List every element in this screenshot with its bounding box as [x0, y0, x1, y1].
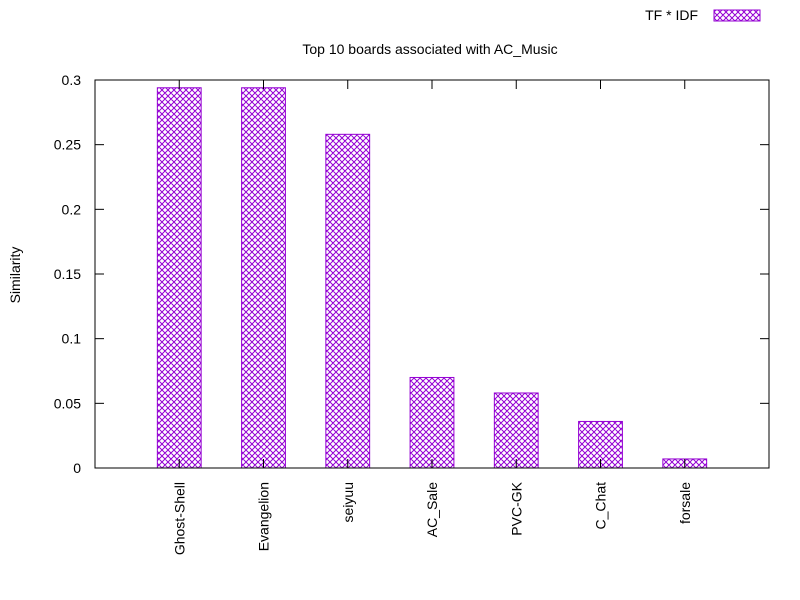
y-tick-label: 0.25	[54, 137, 81, 153]
x-tick-label: C_Chat	[593, 482, 609, 530]
bars	[156, 87, 708, 469]
y-tick-label: 0.2	[62, 201, 82, 217]
x-tick-label: seiyuu	[340, 482, 356, 522]
y-tick-label: 0.3	[62, 72, 82, 88]
bar-evangelion	[241, 87, 286, 469]
x-tick-label: Evangelion	[256, 482, 272, 551]
y-axis-label: Similarity	[7, 247, 23, 304]
bar-ghost-shell	[156, 87, 202, 469]
x-tick-label: Ghost-Shell	[171, 482, 187, 555]
legend-swatch	[713, 9, 761, 22]
bar-pvc-gk	[493, 392, 539, 469]
x-tick-label: PVC-GK	[508, 481, 524, 535]
y-tick-label: 0	[73, 460, 81, 476]
x-axis-ticks: Ghost-Shell Evangelion seiyuu AC_Sale PVC-GK…	[171, 80, 693, 555]
legend-label: TF * IDF	[645, 7, 698, 23]
y-tick-label: 0.1	[62, 331, 82, 347]
chart-title: Top 10 boards associated with AC_Music	[302, 41, 557, 57]
bar-seiyuu	[325, 133, 371, 469]
y-axis-ticks: 0 0.05 0.1 0.15 0.2 0.25 0.3	[54, 72, 769, 476]
y-tick-label: 0.05	[54, 395, 81, 411]
plot-frame	[94, 79, 770, 469]
legend: TF * IDF	[645, 7, 761, 23]
x-tick-label: AC_Sale	[424, 482, 440, 537]
bar-ac-sale	[409, 376, 455, 469]
y-tick-label: 0.15	[54, 266, 81, 282]
x-tick-label: forsale	[677, 482, 693, 524]
